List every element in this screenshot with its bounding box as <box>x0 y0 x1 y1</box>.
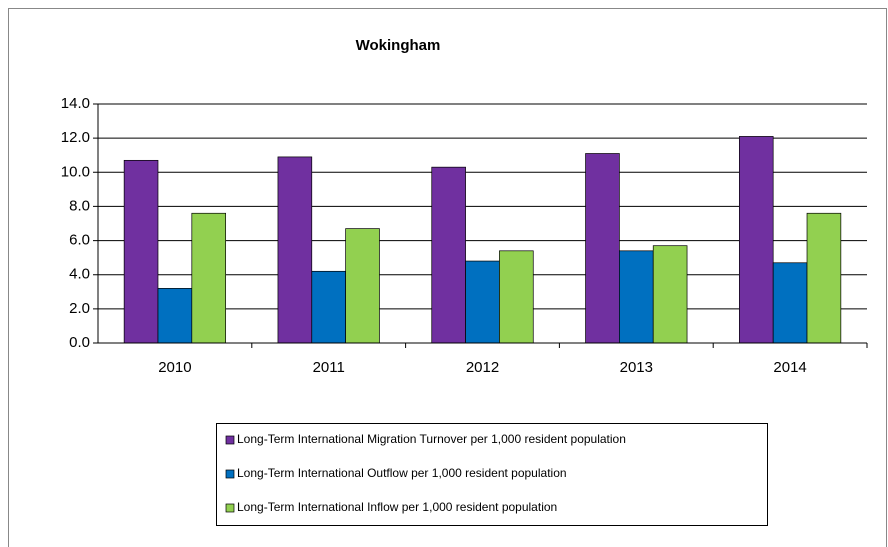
y-tick-label: 6.0 <box>69 232 90 249</box>
bar <box>738 136 774 344</box>
y-tick-label: 14.0 <box>61 95 90 112</box>
bar <box>431 166 466 344</box>
x-tick-label: 2011 <box>313 359 345 376</box>
x-tick-label: 2010 <box>158 359 191 376</box>
bar <box>772 262 808 344</box>
bar <box>277 156 313 344</box>
y-tick-label: 10.0 <box>61 163 90 180</box>
bar <box>191 212 227 344</box>
y-tick-label: 8.0 <box>69 197 90 214</box>
legend-label: Long-Term International Inflow per 1,000… <box>237 500 557 514</box>
y-tick-label: 0.0 <box>69 334 90 351</box>
legend-label: Long-Term International Migration Turnov… <box>237 432 626 446</box>
legend-label: Long-Term International Outflow per 1,00… <box>237 466 567 480</box>
y-tick-label: 12.0 <box>61 129 90 146</box>
bar <box>123 159 159 344</box>
x-tick-label: 2014 <box>773 359 806 376</box>
bar <box>585 153 620 344</box>
bar <box>345 228 380 344</box>
legend-swatch <box>225 503 235 513</box>
legend <box>216 423 768 526</box>
chart-title: Wokingham <box>356 37 441 54</box>
x-tick-label: 2012 <box>466 359 499 376</box>
bar <box>652 245 688 344</box>
chart-frame <box>8 8 887 547</box>
bar <box>499 250 534 344</box>
y-tick-label: 2.0 <box>69 300 90 317</box>
bar <box>311 270 346 344</box>
legend-swatch <box>225 469 235 479</box>
bar <box>465 260 500 344</box>
bar <box>157 288 193 344</box>
legend-swatch <box>225 435 235 445</box>
bar <box>619 250 654 344</box>
x-tick-label: 2013 <box>620 359 653 376</box>
y-tick-label: 4.0 <box>69 266 90 283</box>
bar <box>806 212 842 344</box>
